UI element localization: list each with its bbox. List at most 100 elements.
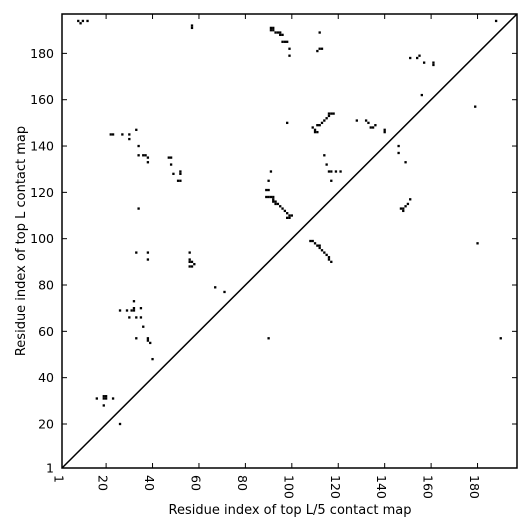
y-tick-label: 80 — [38, 278, 54, 293]
contact-cell-top-l — [146, 337, 150, 340]
contact-cell-top-l — [334, 170, 338, 173]
contact-cell-top-l — [121, 133, 124, 136]
y-tick-label: 140 — [30, 139, 54, 154]
contact-cell-top-l — [286, 121, 289, 125]
contact-cell-top-l — [313, 128, 317, 131]
contact-cell-top-l — [309, 239, 312, 243]
contact-cell-top-l5 — [320, 47, 324, 50]
y-axis-label: Residue index of top L contact map — [14, 126, 29, 356]
contact-cell-top-l — [327, 112, 331, 115]
contact-cell-top-l — [369, 126, 372, 129]
contact-cell-top-l5 — [81, 19, 85, 23]
contact-cell-top-l — [128, 316, 131, 319]
x-tick-label: 80 — [235, 475, 250, 491]
contact-cell-top-l — [316, 124, 319, 127]
contact-cell-top-l — [272, 195, 275, 199]
contact-cell-top-l — [269, 170, 273, 173]
contact-cell-top-l — [283, 209, 287, 213]
contact-cell-top-l5 — [281, 33, 284, 37]
contact-cell-top-l — [330, 112, 333, 115]
x-tick-label: 20 — [96, 475, 111, 491]
contact-cell-top-l — [135, 337, 138, 340]
contact-cell-top-l — [146, 251, 150, 254]
contact-cell-top-l — [125, 309, 129, 312]
contact-cell-top-l5 — [190, 24, 194, 27]
contact-cell-top-l — [135, 316, 138, 319]
contact-cell-top-l — [79, 22, 82, 25]
contact-cell-top-l — [404, 161, 407, 164]
contact-cell-top-l — [146, 156, 150, 159]
contact-cell-top-l5 — [318, 31, 321, 34]
x-tick-label: 1 — [52, 475, 67, 483]
contact-cell-top-l5 — [418, 54, 421, 57]
contact-cell-top-l — [330, 260, 333, 264]
contact-cell-top-l — [274, 200, 277, 203]
contact-cell-top-l — [169, 156, 173, 159]
contact-cell-top-l — [214, 286, 217, 289]
x-tick-label: 180 — [467, 475, 482, 499]
contact-cell-top-l — [104, 397, 108, 400]
contact-cell-top-l — [325, 163, 328, 166]
contact-cell-top-l — [325, 253, 328, 257]
contact-cell-top-l5 — [409, 56, 412, 60]
contact-cell-top-l5 — [499, 337, 502, 340]
contact-cell-top-l5 — [272, 26, 275, 30]
contact-cell-top-l — [318, 124, 321, 127]
contact-cell-top-l — [172, 172, 175, 175]
x-tick-label: 100 — [281, 475, 296, 499]
contact-cell-top-l — [279, 205, 282, 208]
x-tick-label: 40 — [142, 475, 157, 491]
contact-cell-top-l — [188, 251, 191, 254]
contact-cell-top-l — [144, 154, 147, 157]
contact-cell-top-l5 — [190, 26, 194, 30]
contact-cell-top-l — [397, 144, 400, 148]
contact-cell-top-l — [364, 119, 368, 122]
contact-cell-top-l — [111, 397, 115, 400]
contact-cell-top-l — [374, 124, 377, 127]
contact-cell-top-l — [137, 144, 140, 148]
contact-cell-top-l — [142, 325, 145, 328]
contact-cell-top-l — [267, 337, 270, 340]
y-tick-label: 120 — [30, 185, 54, 200]
contact-cell-top-l — [132, 309, 136, 312]
contact-cell-top-l — [267, 179, 270, 182]
contact-cell-top-l — [311, 239, 314, 243]
contact-cell-top-l — [286, 216, 289, 219]
contact-cell-top-l — [139, 316, 143, 319]
contact-cell-top-l — [313, 130, 317, 134]
contact-cell-top-l5 — [272, 29, 275, 32]
contact-cell-top-l — [146, 339, 150, 342]
y-tick-label: 40 — [38, 370, 54, 385]
contact-cell-top-l — [316, 130, 319, 134]
x-tick-label: 160 — [421, 475, 436, 499]
x-tick-label: 140 — [374, 475, 389, 499]
contact-cell-top-l — [288, 214, 291, 217]
contact-cell-top-l — [402, 207, 405, 210]
contact-cell-top-l — [137, 154, 140, 157]
contact-cell-top-l — [383, 130, 386, 134]
contact-cell-top-l — [190, 260, 194, 264]
contact-cell-top-l — [286, 212, 289, 215]
contact-cell-top-l — [402, 209, 405, 213]
contact-cell-top-l — [142, 154, 145, 157]
y-tick-label: 20 — [38, 416, 54, 431]
contact-cell-top-l — [409, 198, 412, 201]
contact-cell-top-l — [355, 119, 358, 122]
contact-cell-top-l — [135, 251, 138, 254]
y-tick-label: 100 — [30, 231, 54, 246]
contact-cell-top-l — [288, 216, 291, 219]
contact-cell-top-l — [135, 128, 138, 131]
contact-cell-top-l — [188, 258, 191, 261]
y-tick-label: 60 — [38, 324, 54, 339]
plot-frame — [61, 13, 518, 469]
contact-cell-top-l — [151, 357, 154, 361]
contact-cell-top-l — [128, 137, 131, 141]
contact-cell-top-l — [330, 170, 333, 173]
contact-cell-top-l — [316, 244, 319, 247]
contact-cell-top-l — [188, 265, 191, 268]
contact-cell-top-l — [327, 114, 331, 118]
contact-cell-top-l — [404, 205, 407, 208]
contact-cell-top-l — [132, 300, 136, 303]
contact-cell-top-l — [406, 202, 410, 206]
